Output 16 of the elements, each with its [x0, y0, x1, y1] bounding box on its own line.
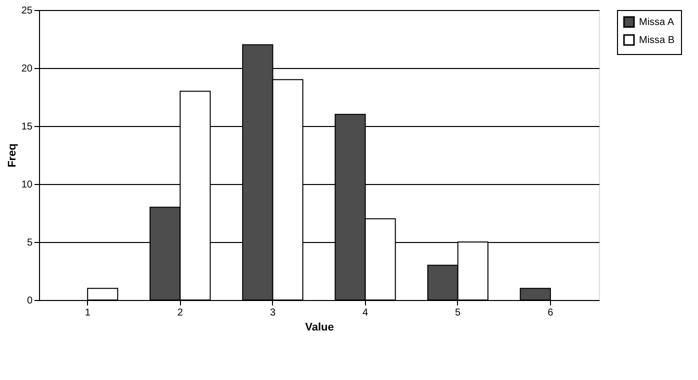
y-tick-label: 10: [21, 180, 33, 190]
y-tick-label: 20: [21, 64, 33, 74]
legend-label: Missa B: [639, 35, 675, 46]
x-axis-title: Value: [305, 322, 334, 334]
x-tick-label: 6: [548, 308, 554, 318]
y-tick-label: 25: [21, 6, 33, 16]
y-tick-label: 5: [26, 238, 33, 248]
y-tick-label: 0: [26, 296, 33, 306]
legend-label: Missa A: [639, 17, 674, 28]
x-tick-label: 1: [84, 308, 91, 318]
x-tick-label: 5: [455, 308, 462, 318]
y-axis-title: Freq: [6, 144, 18, 168]
x-tick-label: 3: [270, 308, 276, 318]
x-tick-label: 2: [177, 308, 184, 318]
x-tick-label: 4: [362, 308, 368, 318]
y-tick-label: 15: [21, 122, 33, 132]
